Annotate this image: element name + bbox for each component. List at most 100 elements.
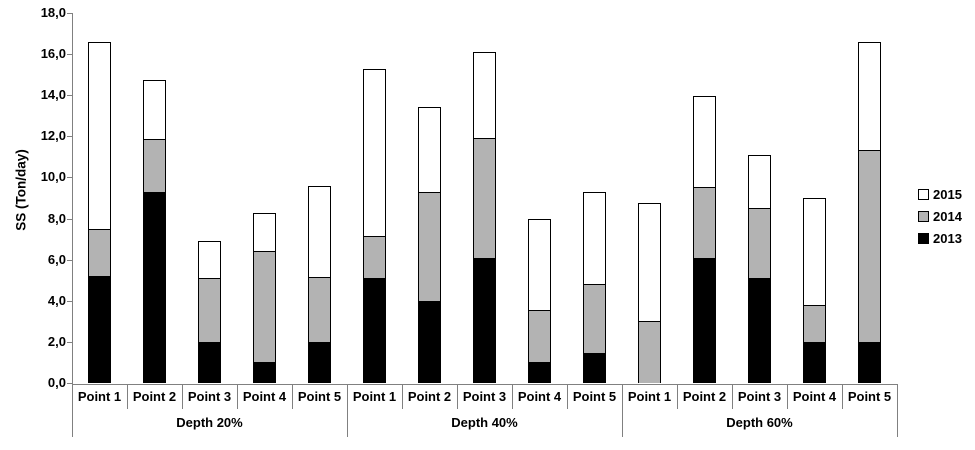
bar-segment-2014 [143, 139, 166, 192]
y-tick-label: 4,0 [47, 292, 66, 308]
point-label: Point 4 [242, 389, 287, 404]
y-tick-mark [67, 219, 72, 220]
bar-segment-2014 [363, 236, 386, 279]
bar-segment-2014 [858, 149, 881, 342]
point-label: Point 4 [792, 389, 837, 404]
bar-segment-2014 [803, 304, 826, 342]
bar-segment-2013 [858, 341, 881, 383]
bar-segment-2015 [748, 154, 771, 209]
bar-segment-2015 [363, 68, 386, 236]
group-divider [347, 384, 348, 437]
bar-segment-2013 [418, 300, 441, 383]
bar-segment-2015 [473, 52, 496, 139]
y-tick-label: 10,0 [40, 169, 66, 185]
y-tick-label: 6,0 [47, 251, 66, 267]
point-label: Point 1 [627, 389, 672, 404]
point-label: Point 3 [737, 389, 782, 404]
point-divider [512, 384, 513, 409]
y-tick-label: 14,0 [40, 87, 66, 103]
bar-segment-2015 [693, 96, 716, 187]
group-divider [897, 384, 898, 437]
point-label: Point 3 [187, 389, 232, 404]
bar-segment-2013 [198, 341, 221, 383]
bar-segment-2013 [308, 341, 331, 383]
legend-item: 2014 [918, 209, 962, 224]
point-divider [567, 384, 568, 409]
bar-segment-2014 [308, 277, 331, 342]
legend: 2015 2014 2013 [918, 187, 962, 253]
y-tick-label: 8,0 [47, 210, 66, 226]
point-label: Point 1 [352, 389, 397, 404]
y-tick-mark [67, 54, 72, 55]
y-tick-mark [67, 260, 72, 261]
bar-segment-2015 [253, 213, 276, 252]
point-label: Point 5 [297, 389, 342, 404]
bar-segment-2013 [693, 257, 716, 383]
y-tick-mark [67, 136, 72, 137]
point-label: Point 5 [847, 389, 892, 404]
y-tick-label: 18,0 [40, 5, 66, 20]
y-tick-mark [67, 342, 72, 343]
bar-segment-2015 [528, 218, 551, 311]
point-divider [787, 384, 788, 409]
bar-segment-2014 [473, 138, 496, 258]
depth-group-label: Depth 60% [726, 415, 793, 430]
y-tick-mark [67, 301, 72, 302]
point-label: Point 2 [132, 389, 177, 404]
bar-segment-2013 [583, 353, 606, 383]
point-divider [127, 384, 128, 409]
y-tick-mark [67, 95, 72, 96]
bar-segment-2015 [418, 106, 441, 192]
bar-segment-2015 [583, 191, 606, 285]
bar-segment-2014 [693, 186, 716, 258]
legend-label: 2015 [933, 187, 962, 202]
bar-segment-2014 [198, 278, 221, 342]
bar-segment-2013 [363, 278, 386, 383]
bar-segment-2015 [858, 41, 881, 150]
point-divider [677, 384, 678, 409]
group-divider [622, 384, 623, 437]
bar-segment-2014 [528, 310, 551, 363]
depth-group-label: Depth 20% [176, 415, 243, 430]
y-tick-mark [67, 13, 72, 14]
point-divider [842, 384, 843, 409]
bar-segment-2013 [748, 278, 771, 383]
depth-group-label: Depth 40% [451, 415, 518, 430]
point-divider [402, 384, 403, 409]
bar-segment-2014 [583, 284, 606, 354]
legend-swatch-2014 [918, 211, 929, 222]
point-divider [457, 384, 458, 409]
legend-swatch-2015 [918, 189, 929, 200]
point-label: Point 4 [517, 389, 562, 404]
y-tick-label: 0,0 [47, 375, 66, 390]
point-divider [182, 384, 183, 409]
bar-segment-2013 [253, 362, 276, 383]
point-divider [292, 384, 293, 409]
bar-segment-2014 [638, 321, 661, 383]
bar-segment-2013 [88, 276, 111, 383]
y-tick-label: 12,0 [40, 128, 66, 144]
bar-segment-2013 [528, 362, 551, 383]
bar-segment-2015 [88, 41, 111, 229]
bar-segment-2013 [803, 341, 826, 383]
y-tick-mark [67, 383, 72, 384]
point-label: Point 3 [462, 389, 507, 404]
legend-label: 2014 [933, 209, 962, 224]
bar-segment-2013 [473, 257, 496, 383]
point-label: Point 2 [407, 389, 452, 404]
legend-item: 2013 [918, 231, 962, 246]
bar-segment-2015 [638, 203, 661, 322]
bar-segment-2014 [418, 191, 441, 301]
y-axis-line [72, 13, 73, 437]
point-label: Point 1 [77, 389, 122, 404]
bar-segment-2015 [803, 198, 826, 305]
legend-swatch-2013 [918, 233, 929, 244]
point-divider [732, 384, 733, 409]
y-tick-mark [67, 177, 72, 178]
legend-label: 2013 [933, 231, 962, 246]
y-tick-label: 2,0 [47, 333, 66, 349]
bar-segment-2015 [143, 79, 166, 140]
bar-segment-2014 [253, 251, 276, 363]
legend-item: 2015 [918, 187, 962, 202]
